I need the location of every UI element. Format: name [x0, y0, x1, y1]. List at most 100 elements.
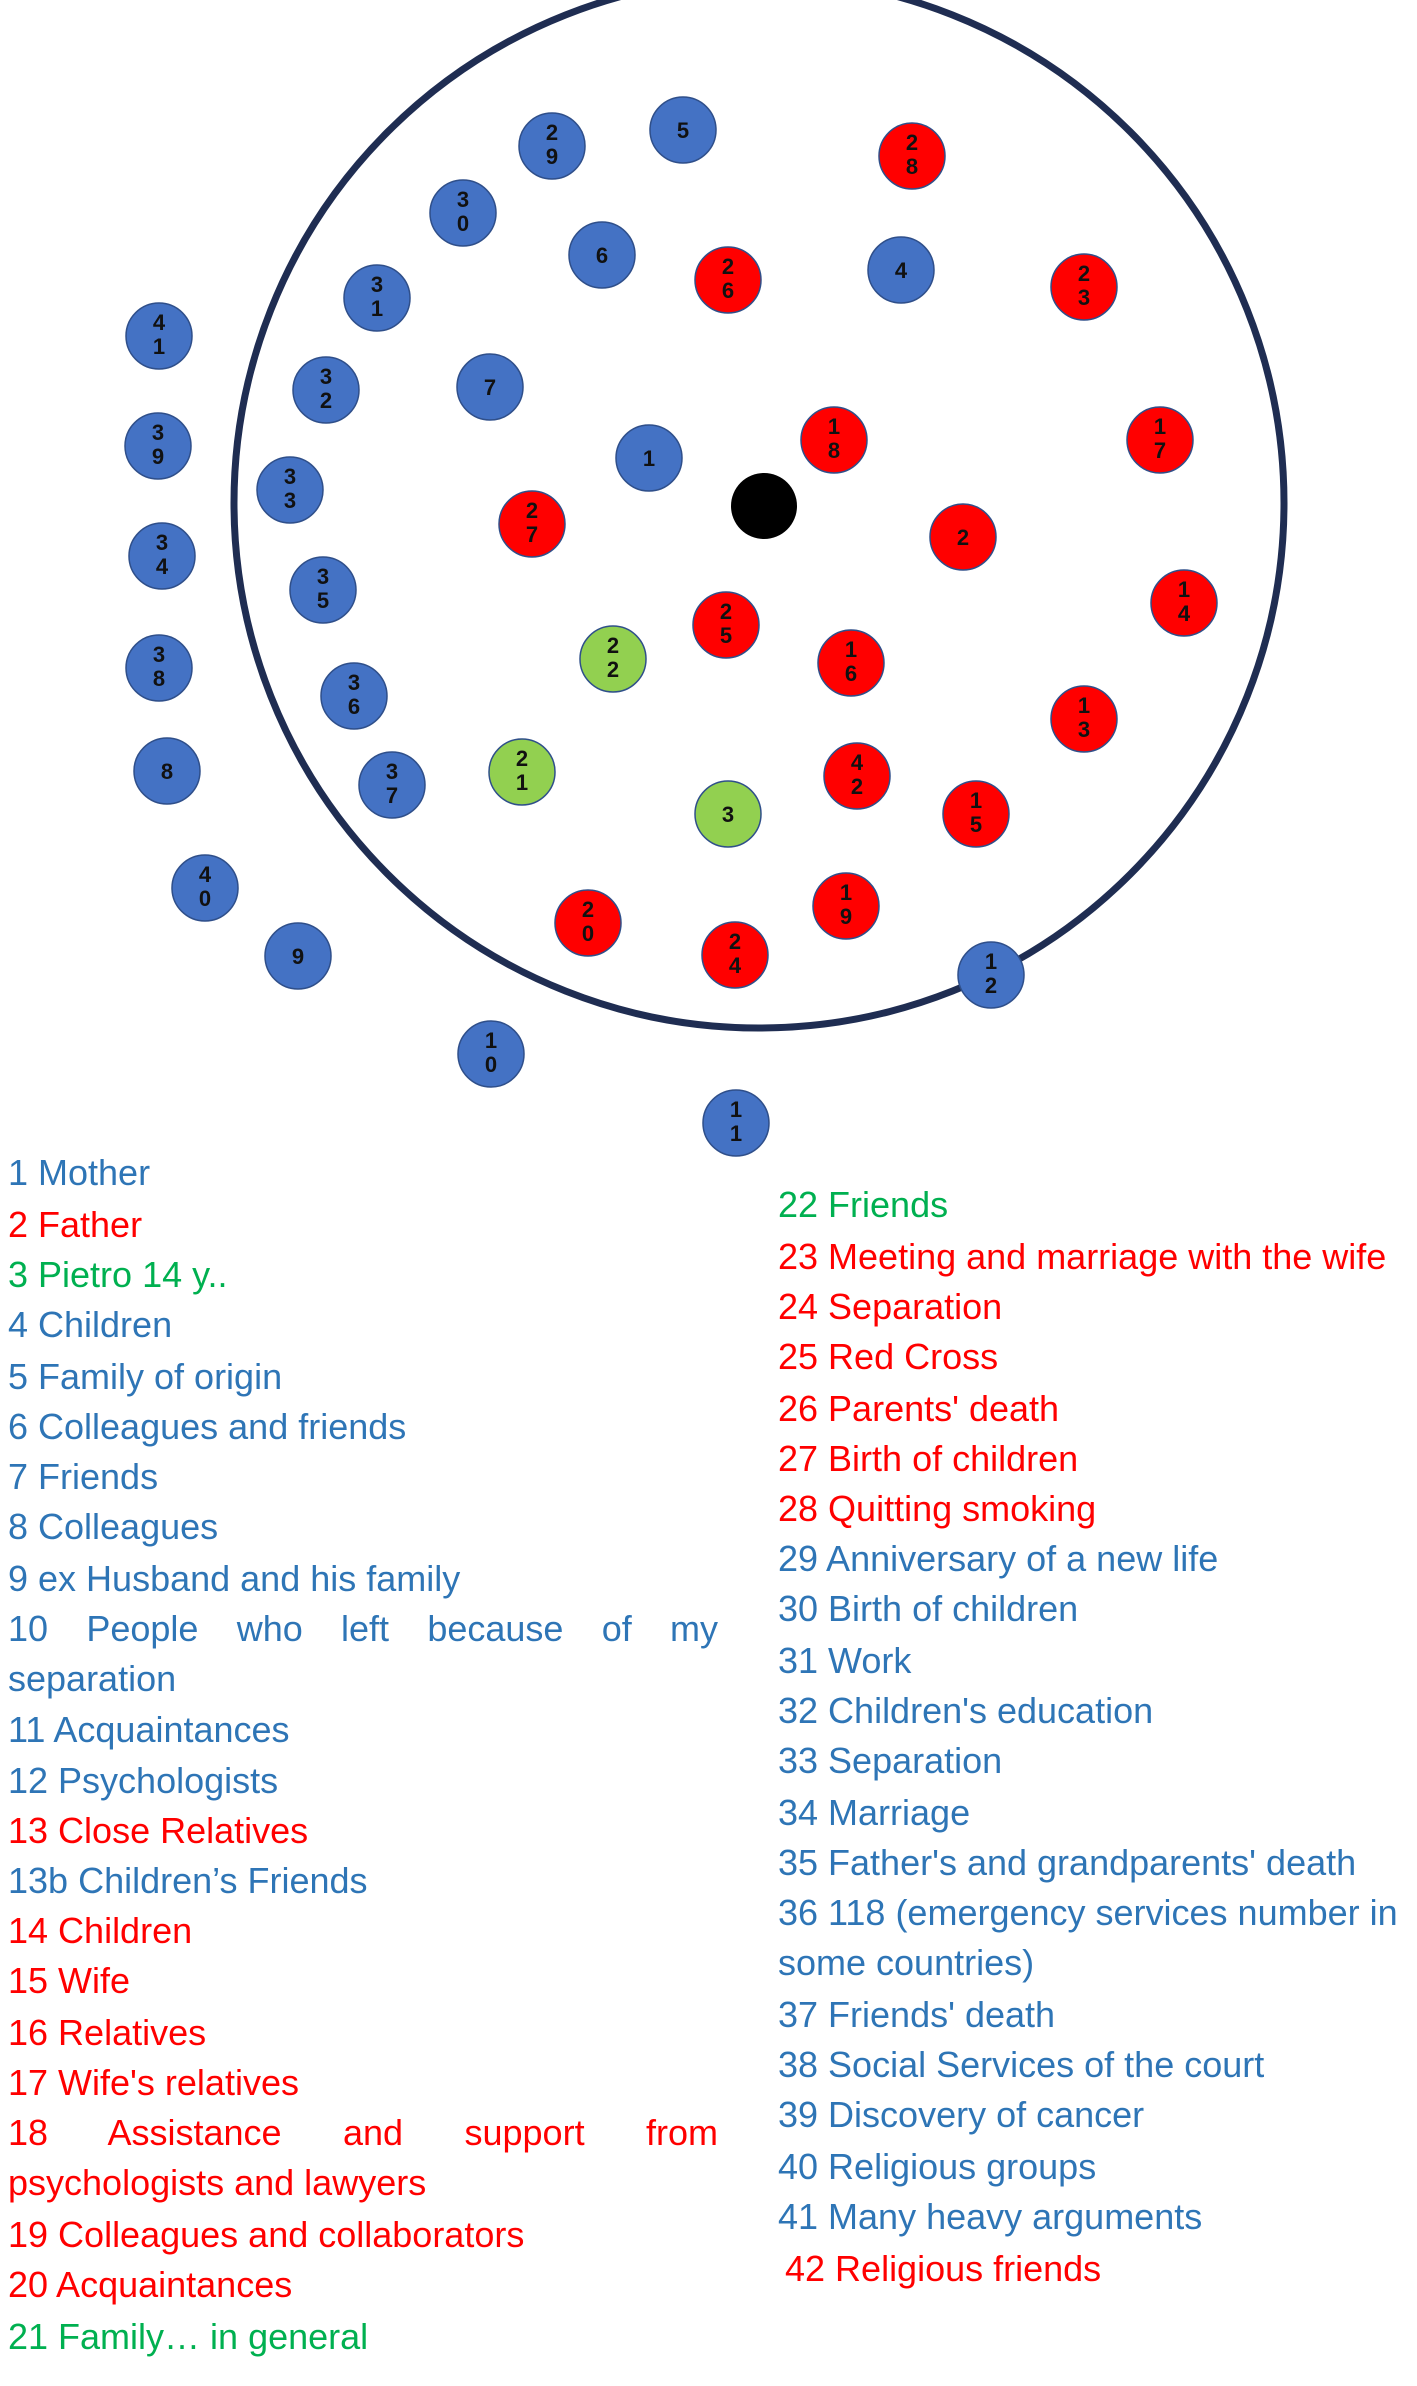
node-7: 7 — [456, 353, 524, 421]
legend-item-left: 20 Acquaintances — [8, 2264, 293, 2305]
node-label: 9 — [292, 944, 304, 969]
legend-item-left: 15 Wife — [8, 1960, 131, 2001]
node-circle — [1050, 685, 1118, 753]
node-circle — [692, 591, 760, 659]
node-circle — [498, 490, 566, 558]
legend-item-left: 3 Pietro 14 y.. — [8, 1254, 228, 1295]
nodes-layer: 2 95 2 83 06 2 64 2 33 14 13 271 81 73 93 312 7 23 4 3 5 1 42 5… — [124, 96, 1218, 1157]
legend-item-left: 14 Children — [8, 1910, 193, 1951]
legend-item-left: 2 Father — [8, 1204, 143, 1245]
node-label: 2 — [957, 525, 969, 550]
node-circle — [942, 780, 1010, 848]
node-3: 3 — [694, 780, 762, 848]
node-label: 3 — [722, 802, 734, 827]
node-circle — [124, 412, 192, 480]
node-circle — [694, 780, 762, 848]
node-2: 2 — [929, 503, 997, 571]
network-diagram: 2 95 2 83 06 2 64 2 33 14 13 271 81 73 93 312 7 23 4 3 5 1 42 5… — [124, 0, 1288, 1157]
node-8: 8 — [133, 737, 201, 805]
legend-item-right: 38 Social Services of the court — [778, 2044, 1265, 2085]
legend-item-left: 21 Family… in general — [8, 2316, 369, 2357]
outer-ring — [230, 0, 1288, 1032]
node-circle — [125, 302, 193, 370]
node-label: 6 — [596, 243, 608, 268]
node-circle — [171, 854, 239, 922]
legend-item-right: 40 Religious groups — [778, 2146, 1097, 2187]
node-1: 1 — [615, 424, 683, 492]
legend-item-right: 35 Father's and grandparents' death — [778, 1842, 1357, 1883]
node-circle — [694, 246, 762, 314]
node-circle — [133, 737, 201, 805]
node-9: 9 — [264, 922, 332, 990]
node-circle — [289, 556, 357, 624]
node-circle — [128, 522, 196, 590]
legend-item-left: 9 ex Husband and his family — [8, 1558, 461, 1599]
node-circle — [649, 96, 717, 164]
node-circle — [429, 179, 497, 247]
node-label: 8 — [161, 759, 173, 784]
node-circle — [518, 112, 586, 180]
node-circle — [1150, 569, 1218, 637]
legend-item-left: 16 Relatives — [8, 2012, 207, 2053]
node-circle — [702, 1089, 770, 1157]
legend-item-right: 23 Meeting and marriage with the wife — [778, 1236, 1387, 1277]
legend-item-left: 5 Family of origin — [8, 1356, 283, 1397]
legend-item-right: 30 Birth of children — [778, 1588, 1079, 1629]
node-circle — [456, 353, 524, 421]
legend-item-right: 31 Work — [778, 1640, 912, 1681]
node-circle — [554, 889, 622, 957]
node-circle — [568, 221, 636, 289]
node-circle — [615, 424, 683, 492]
node-circle — [264, 922, 332, 990]
node-circle — [823, 742, 891, 810]
legend-item-left: 10 People who left because of my separat… — [8, 1608, 718, 1699]
legend-item-left: 8 Colleagues — [8, 1506, 219, 1547]
legend-item-right: 25 Red Cross — [778, 1336, 999, 1377]
legend-item-right: 36 118 (emergency services number in som… — [778, 1892, 1398, 1983]
legend-item-left: 4 Children — [8, 1304, 173, 1345]
node-circle — [320, 662, 388, 730]
legend-item-right: 28 Quitting smoking — [778, 1488, 1097, 1529]
node-circle — [125, 634, 193, 702]
legend-item-left: 17 Wife's relatives — [8, 2062, 299, 2103]
center-dot — [731, 473, 797, 539]
node-circle — [1126, 406, 1194, 474]
